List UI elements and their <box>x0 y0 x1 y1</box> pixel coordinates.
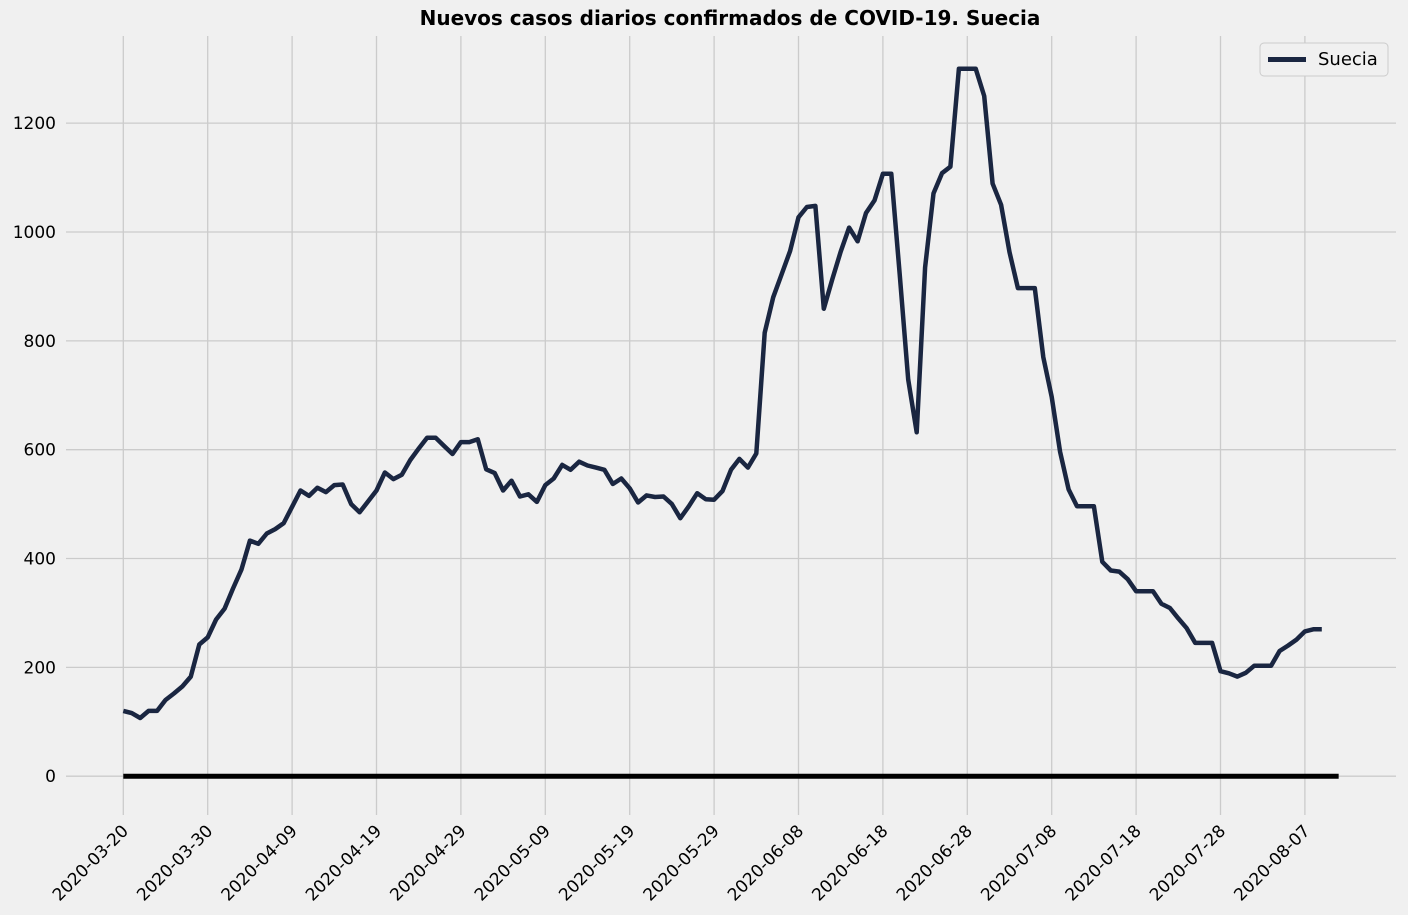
legend-box <box>1259 42 1389 77</box>
grid <box>66 36 1396 815</box>
y-tick-label: 1200 <box>13 114 56 134</box>
legend: Suecia <box>1259 42 1389 77</box>
y-axis-ticks: 0 200 400 600 800 1000 1200 <box>13 114 56 787</box>
y-tick-label: 800 <box>24 332 56 352</box>
series-line-suecia <box>122 66 1322 721</box>
legend-label-suecia: Suecia <box>1318 49 1378 70</box>
y-tick-label: 0 <box>45 767 56 787</box>
y-tick-label: 400 <box>24 550 56 570</box>
chart-title: Nuevos casos diarios confirmados de COVI… <box>420 6 1041 30</box>
y-tick-label: 1000 <box>13 223 56 243</box>
series-group <box>122 66 1322 721</box>
y-tick-label: 200 <box>24 658 56 678</box>
y-tick-label: 600 <box>24 441 56 461</box>
